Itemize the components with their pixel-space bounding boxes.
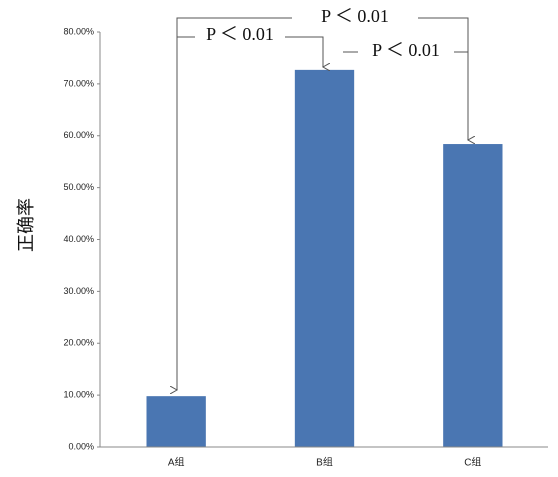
annotation: P ＜ 0.01	[321, 6, 389, 26]
y-tick-label: 0.00%	[68, 441, 94, 451]
bar	[294, 69, 355, 448]
bar	[146, 396, 206, 447]
annotation: P ＜ 0.01	[372, 40, 440, 60]
bracket-line	[177, 17, 292, 390]
bracket-line	[418, 17, 468, 140]
x-tick-label: A组	[168, 456, 185, 469]
bracket-line	[285, 36, 323, 67]
y-tick-label: 50.00%	[63, 182, 94, 192]
significance-brackets	[177, 17, 468, 390]
y-tick-label: 10.00%	[63, 390, 94, 400]
y-tick-label: 40.00%	[63, 234, 94, 244]
bar	[443, 144, 503, 448]
y-axis-label: 正确率	[16, 198, 36, 252]
x-tick-label: C组	[464, 456, 481, 469]
y-tick-label: 30.00%	[63, 286, 94, 296]
annotation: P ＜ 0.01	[206, 24, 274, 44]
y-tick-label: 70.00%	[63, 78, 94, 88]
x-tick-label: B组	[316, 456, 333, 469]
y-tick-label: 20.00%	[63, 338, 94, 348]
y-tick-label: 80.00%	[63, 26, 94, 36]
y-tick-label: 60.00%	[63, 130, 94, 140]
